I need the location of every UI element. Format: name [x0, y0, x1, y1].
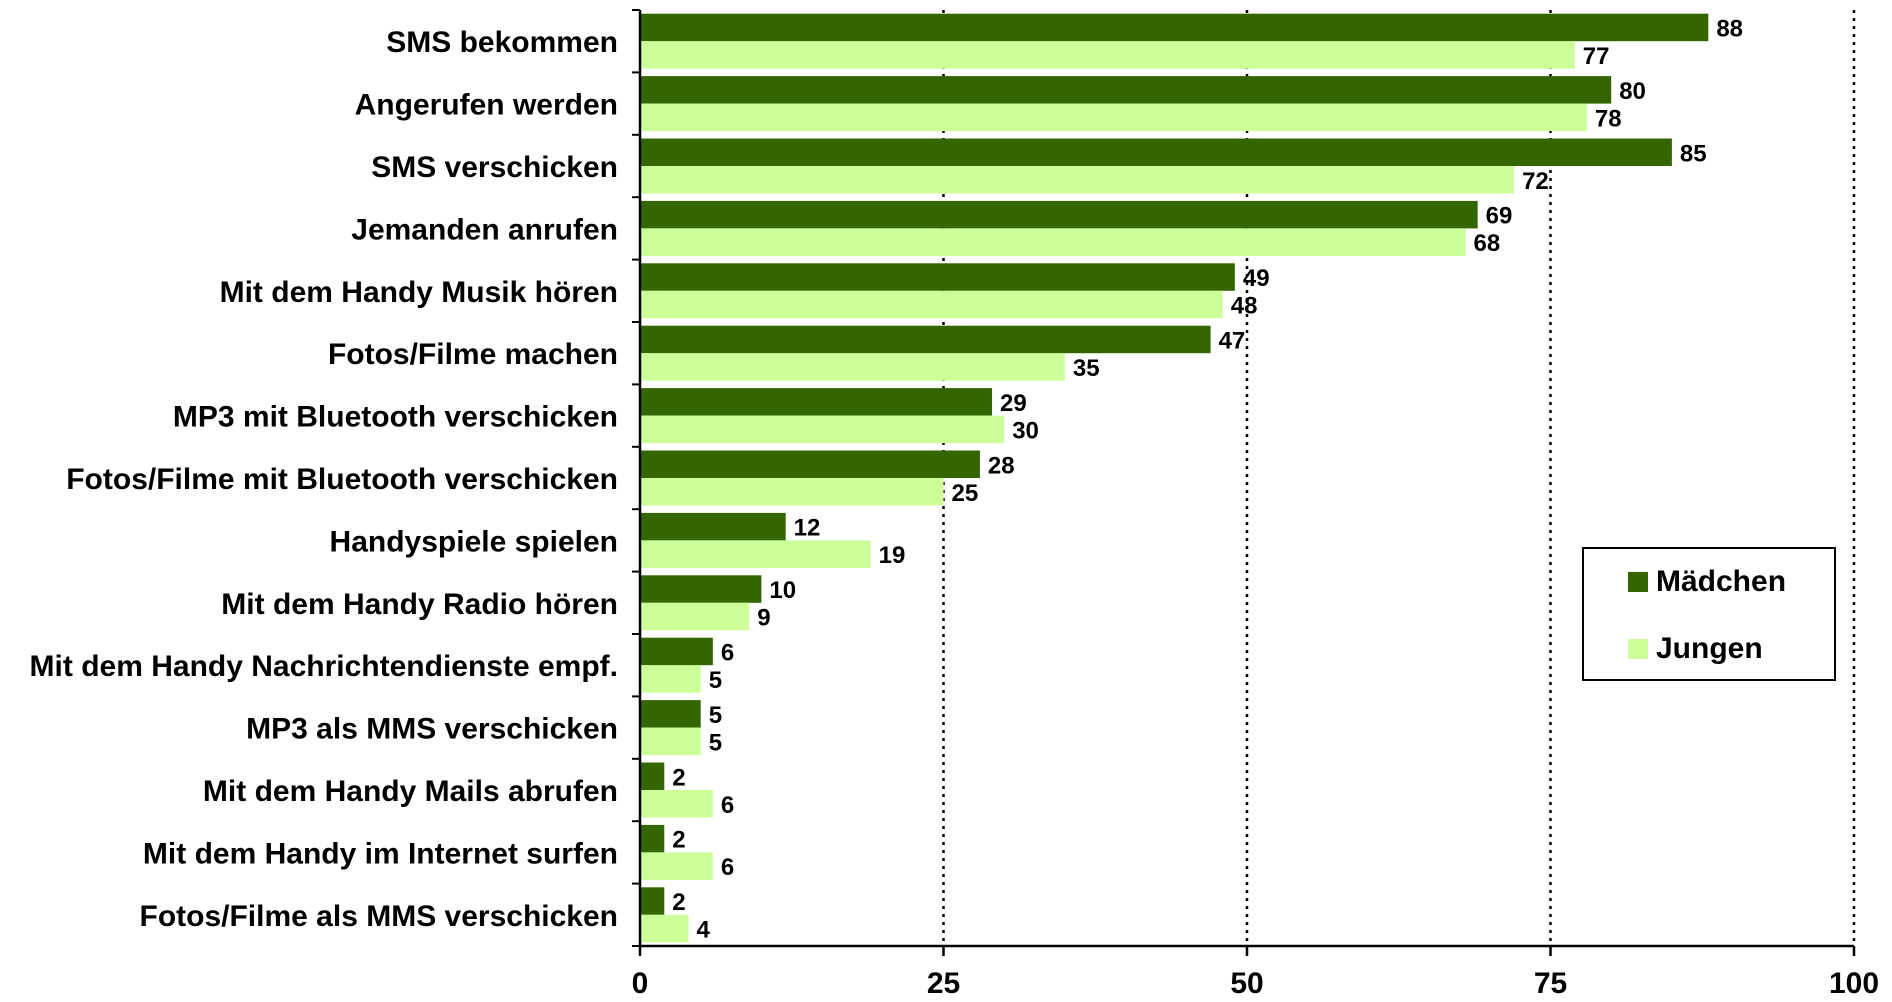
data-label: 85 [1680, 140, 1707, 167]
data-label: 47 [1219, 327, 1246, 354]
data-label: 25 [952, 480, 979, 507]
bar [640, 13, 1709, 42]
data-label: 12 [794, 515, 821, 542]
category-label: Handyspiele spielen [330, 525, 618, 558]
category-label: MP3 als MMS verschicken [246, 713, 618, 746]
data-label: 6 [721, 854, 734, 881]
legend-swatch-maedchen [1628, 572, 1648, 592]
bar [640, 478, 944, 506]
category-label: MP3 mit Bluetooth verschicken [173, 401, 618, 434]
bar [640, 290, 1223, 319]
bar [640, 388, 993, 416]
bar [640, 41, 1575, 69]
legend-item-jungen: Jungen [1628, 632, 1763, 666]
legend-swatch-jungen [1628, 639, 1648, 659]
data-label: 49 [1243, 265, 1270, 292]
data-label: 80 [1619, 78, 1646, 105]
data-label: 19 [879, 542, 906, 569]
bar [640, 824, 665, 853]
bar [640, 263, 1235, 291]
data-label: 69 [1486, 203, 1513, 230]
category-label: Angerufen werden [355, 89, 618, 122]
data-label: 35 [1073, 355, 1100, 382]
data-label: 28 [988, 452, 1015, 479]
data-label: 29 [1000, 390, 1027, 417]
bar [640, 700, 701, 728]
category-label: Fotos/Filme als MMS verschicken [140, 900, 619, 933]
category-label: Mit dem Handy Musik hören [220, 276, 618, 309]
x-tick-label: 0 [632, 967, 649, 1000]
legend-item-maedchen: Mädchen [1628, 565, 1786, 599]
bar [640, 665, 701, 693]
bar [640, 353, 1065, 381]
bar [640, 762, 665, 790]
bar [640, 228, 1466, 256]
data-label: 4 [697, 917, 711, 944]
bar [640, 914, 689, 943]
bar [640, 575, 762, 603]
bar [640, 103, 1587, 132]
data-label: 5 [709, 667, 722, 694]
data-label: 72 [1522, 168, 1549, 195]
bar [640, 76, 1612, 104]
data-label: 68 [1474, 230, 1501, 257]
data-label: 78 [1595, 105, 1622, 132]
data-label: 6 [721, 792, 734, 819]
x-tick-label: 100 [1829, 967, 1879, 1000]
bar [640, 540, 871, 568]
category-label: Mit dem Handy Nachrichtendienste empf. [30, 650, 618, 683]
bar [640, 415, 1005, 444]
category-label: Fotos/Filme machen [328, 338, 618, 371]
data-label: 10 [769, 577, 796, 604]
category-label: Mit dem Handy Radio hören [221, 588, 618, 621]
data-label: 48 [1231, 293, 1258, 320]
bar [640, 852, 713, 880]
data-label: 2 [672, 827, 685, 854]
data-label: 6 [721, 639, 734, 666]
bar [640, 450, 980, 478]
bar [640, 602, 750, 631]
bar [640, 637, 713, 666]
category-label: Fotos/Filme mit Bluetooth verschicken [66, 463, 618, 496]
x-tick-label: 25 [927, 967, 960, 1000]
data-label: 9 [757, 605, 770, 632]
data-label: 77 [1583, 43, 1610, 70]
bar [640, 727, 701, 756]
bar [640, 200, 1478, 229]
data-label: 5 [709, 729, 722, 756]
bar [640, 887, 665, 915]
category-label: Mit dem Handy Mails abrufen [203, 775, 618, 808]
legend: Mädchen Jungen [1582, 547, 1836, 681]
data-label: 2 [672, 764, 685, 791]
legend-label-jungen: Jungen [1656, 632, 1763, 665]
category-label: SMS bekommen [386, 26, 618, 59]
bar [640, 512, 786, 541]
data-label: 5 [709, 702, 722, 729]
bar [640, 166, 1515, 194]
x-tick-label: 75 [1534, 967, 1567, 1000]
data-label: 88 [1716, 15, 1743, 42]
x-tick-label: 50 [1230, 967, 1263, 1000]
bar [640, 790, 713, 818]
data-label: 2 [672, 889, 685, 916]
bar [640, 325, 1211, 354]
category-label: SMS verschicken [371, 151, 618, 184]
legend-label-maedchen: Mädchen [1656, 565, 1787, 598]
data-label: 30 [1012, 417, 1039, 444]
category-label: Jemanden anrufen [351, 213, 618, 246]
bar [640, 138, 1672, 166]
category-label: Mit dem Handy im Internet surfen [143, 837, 618, 870]
